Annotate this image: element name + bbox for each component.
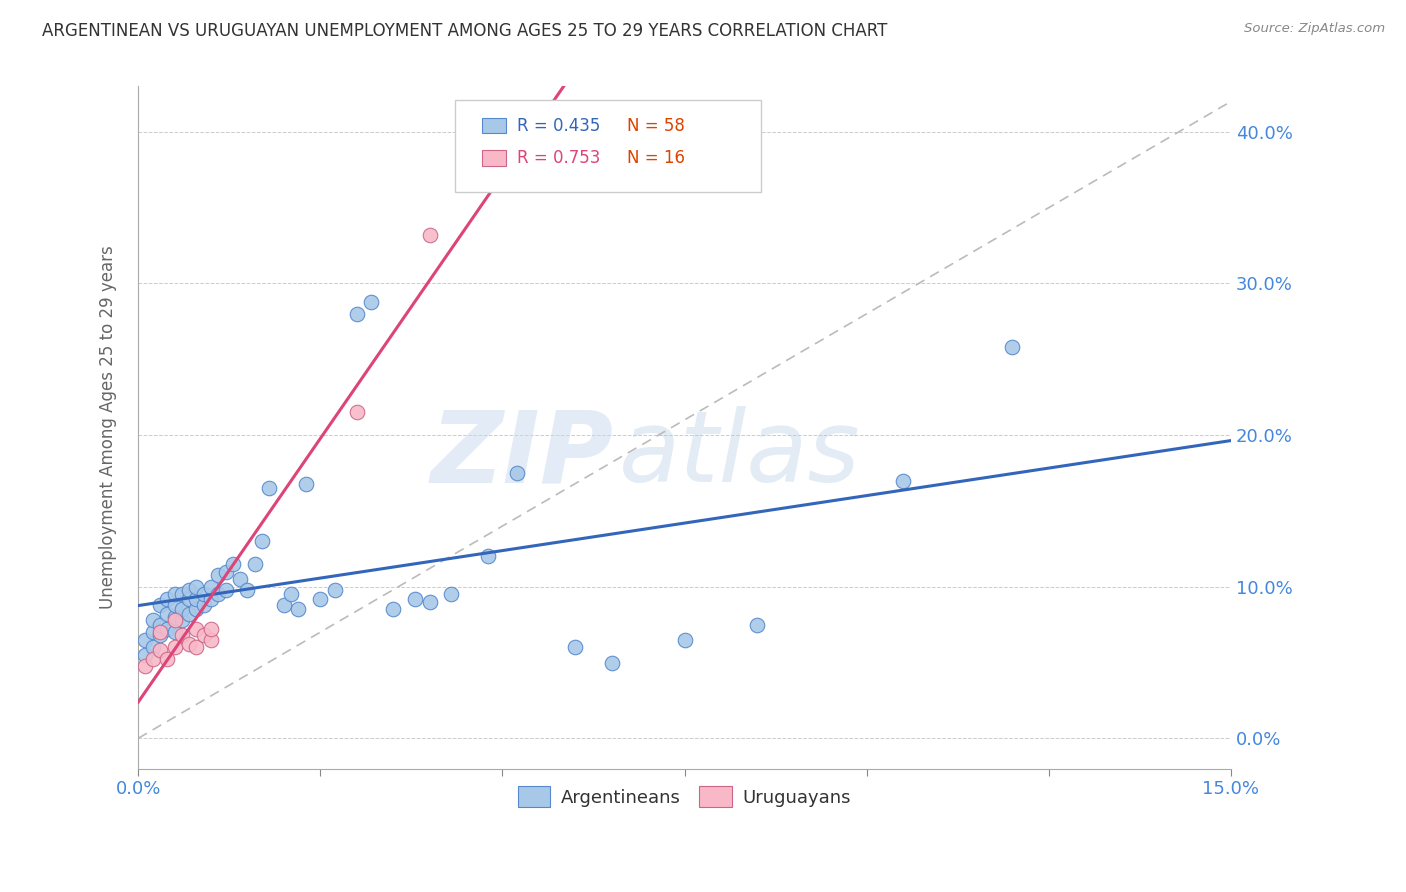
Point — [419, 227, 441, 242]
Point — [419, 595, 441, 609]
FancyBboxPatch shape — [482, 151, 506, 166]
Point — [229, 572, 252, 586]
Point — [179, 582, 201, 597]
Point — [222, 557, 245, 571]
Point — [186, 580, 208, 594]
Point — [673, 632, 696, 647]
Point — [287, 602, 309, 616]
Point — [200, 632, 222, 647]
Point — [149, 617, 172, 632]
Point — [294, 476, 316, 491]
Point — [382, 602, 405, 616]
Point — [404, 591, 426, 606]
Point — [506, 466, 529, 480]
Point — [207, 587, 229, 601]
Point — [477, 549, 499, 564]
Point — [193, 628, 215, 642]
Point — [163, 640, 186, 655]
Text: ARGENTINEAN VS URUGUAYAN UNEMPLOYMENT AMONG AGES 25 TO 29 YEARS CORRELATION CHAR: ARGENTINEAN VS URUGUAYAN UNEMPLOYMENT AM… — [42, 22, 887, 40]
Text: Source: ZipAtlas.com: Source: ZipAtlas.com — [1244, 22, 1385, 36]
Point — [149, 643, 172, 657]
Point — [170, 613, 193, 627]
Point — [149, 628, 172, 642]
Point — [200, 580, 222, 594]
Text: R = 0.435: R = 0.435 — [517, 117, 600, 135]
Point — [200, 622, 222, 636]
Point — [156, 622, 179, 636]
Point — [134, 632, 156, 647]
Point — [243, 557, 266, 571]
Point — [193, 587, 215, 601]
Point — [891, 474, 914, 488]
Point — [309, 591, 332, 606]
Point — [163, 598, 186, 612]
Point — [179, 637, 201, 651]
FancyBboxPatch shape — [482, 119, 506, 134]
Legend: Argentineans, Uruguayans: Argentineans, Uruguayans — [510, 779, 858, 814]
Point — [186, 640, 208, 655]
Point — [323, 582, 346, 597]
Point — [186, 591, 208, 606]
Point — [346, 405, 368, 419]
Point — [280, 587, 302, 601]
Point — [273, 598, 295, 612]
Point — [163, 587, 186, 601]
Point — [156, 607, 179, 621]
Point — [259, 481, 281, 495]
Point — [170, 628, 193, 642]
Point — [193, 598, 215, 612]
Point — [214, 565, 236, 579]
Point — [200, 591, 222, 606]
Point — [163, 610, 186, 624]
Y-axis label: Unemployment Among Ages 25 to 29 years: Unemployment Among Ages 25 to 29 years — [100, 245, 117, 609]
Text: N = 58: N = 58 — [627, 117, 685, 135]
Point — [214, 582, 236, 597]
Text: ZIP: ZIP — [430, 406, 613, 503]
Point — [142, 613, 165, 627]
Point — [142, 640, 165, 655]
Point — [142, 652, 165, 666]
Point — [564, 640, 586, 655]
Point — [360, 294, 382, 309]
Point — [156, 591, 179, 606]
Point — [163, 613, 186, 627]
Point — [134, 648, 156, 662]
Point — [346, 307, 368, 321]
Text: R = 0.753: R = 0.753 — [517, 149, 600, 167]
Point — [142, 625, 165, 640]
Text: N = 16: N = 16 — [627, 149, 685, 167]
Point — [747, 617, 769, 632]
Point — [207, 567, 229, 582]
Point — [163, 625, 186, 640]
Point — [186, 622, 208, 636]
Point — [149, 598, 172, 612]
FancyBboxPatch shape — [456, 100, 761, 192]
Point — [170, 587, 193, 601]
Point — [186, 602, 208, 616]
Point — [179, 607, 201, 621]
Point — [250, 534, 273, 549]
Point — [440, 587, 463, 601]
Point — [179, 591, 201, 606]
Point — [600, 656, 623, 670]
Point — [134, 658, 156, 673]
Point — [156, 652, 179, 666]
Point — [236, 582, 259, 597]
Text: atlas: atlas — [619, 406, 860, 503]
Point — [149, 625, 172, 640]
Point — [1001, 340, 1024, 354]
Point — [170, 602, 193, 616]
